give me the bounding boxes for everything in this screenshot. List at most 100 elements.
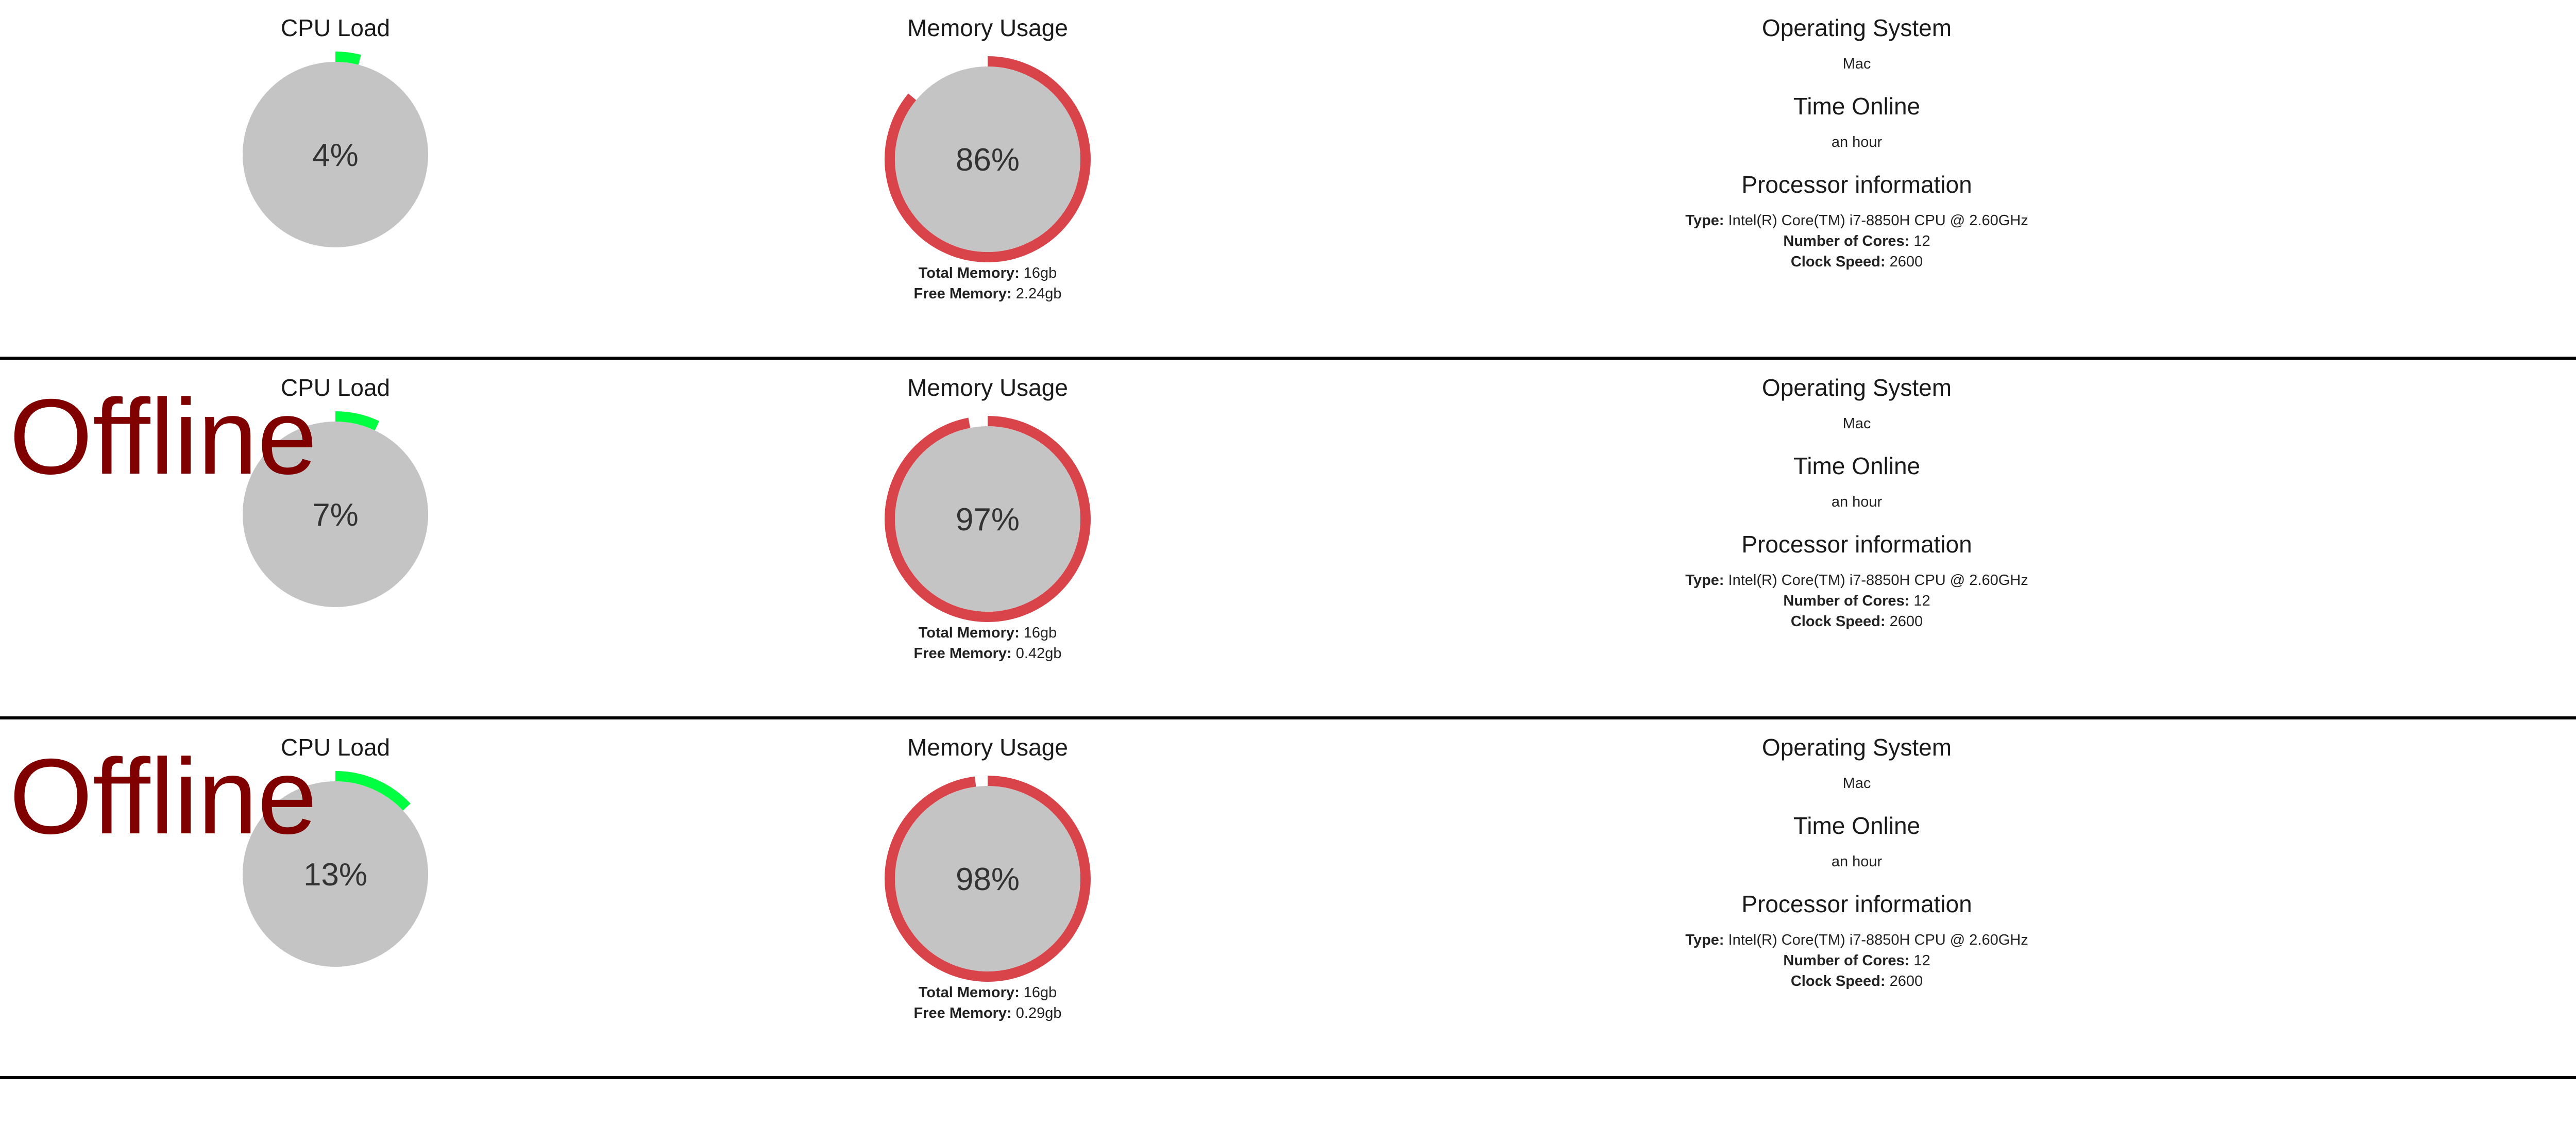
machine-panel-3: CPU Load 13% Offline Memory Usage 98% To… xyxy=(0,719,2576,1079)
time-online-value: an hour xyxy=(1831,853,1883,870)
free-memory-row: Free Memory: 2.24gb xyxy=(914,283,1062,304)
offline-label: Offline xyxy=(9,377,317,497)
processor-clock-value: 2600 xyxy=(1889,613,1923,630)
processor-type-value: Intel(R) Core(TM) i7-8850H CPU @ 2.60GHz xyxy=(1728,212,2028,229)
free-memory-value: 0.42gb xyxy=(1015,645,1062,662)
processor-information-heading: Processor information xyxy=(1741,891,1972,917)
total-memory-value: 16gb xyxy=(1023,265,1057,281)
machine-panel-2: CPU Load 7% Offline Memory Usage 97% Tot… xyxy=(0,360,2576,719)
processor-info: Type: Intel(R) Core(TM) i7-8850H CPU @ 2… xyxy=(1685,210,2028,272)
free-memory-label: Free Memory: xyxy=(913,1005,1012,1021)
processor-type-value: Intel(R) Core(TM) i7-8850H CPU @ 2.60GHz xyxy=(1728,572,2028,589)
processor-information-heading: Processor information xyxy=(1741,171,1972,198)
processor-type-label: Type: xyxy=(1685,572,1724,589)
memory-usage-gauge: 86% xyxy=(885,56,1091,262)
processor-clock-label: Clock Speed: xyxy=(1790,973,1886,990)
total-memory-label: Total Memory: xyxy=(918,625,1020,641)
time-online-heading: Time Online xyxy=(1793,452,1921,479)
total-memory-value: 16gb xyxy=(1023,984,1057,1001)
processor-type-row: Type: Intel(R) Core(TM) i7-8850H CPU @ 2… xyxy=(1685,210,2028,231)
cpu-load-value: 4% xyxy=(312,138,359,173)
operating-system-heading: Operating System xyxy=(1761,14,1952,41)
processor-clock-row: Clock Speed: 2600 xyxy=(1685,971,2028,992)
processor-clock-value: 2600 xyxy=(1889,254,1923,270)
operating-system-value: Mac xyxy=(1842,415,1871,432)
processor-cores-value: 12 xyxy=(1913,952,1930,969)
cpu-load-gauge: 4% xyxy=(232,52,438,258)
memory-usage-gauge: 98% xyxy=(885,776,1091,982)
processor-information-heading: Processor information xyxy=(1741,531,1972,558)
memory-usage-heading: Memory Usage xyxy=(907,734,1068,761)
processor-type-label: Type: xyxy=(1685,932,1724,948)
free-memory-row: Free Memory: 0.42gb xyxy=(914,643,1062,664)
total-memory-row: Total Memory: 16gb xyxy=(914,982,1062,1003)
processor-type-label: Type: xyxy=(1685,212,1724,229)
cpu-gauge-background xyxy=(243,781,428,967)
memory-gauge-background xyxy=(895,786,1080,971)
processor-cores-value: 12 xyxy=(1913,593,1930,609)
memory-usage-heading: Memory Usage xyxy=(907,374,1068,401)
memory-usage-value: 98% xyxy=(956,862,1020,897)
memory-usage-value: 86% xyxy=(956,142,1020,178)
processor-cores-row: Number of Cores: 12 xyxy=(1685,591,2028,611)
memory-gauge-background xyxy=(895,426,1080,612)
time-online-value: an hour xyxy=(1831,134,1883,150)
processor-type-value: Intel(R) Core(TM) i7-8850H CPU @ 2.60GHz xyxy=(1728,932,2028,948)
total-memory-row: Total Memory: 16gb xyxy=(914,263,1062,283)
total-memory-value: 16gb xyxy=(1023,625,1057,641)
memory-info: Total Memory: 16gb Free Memory: 0.42gb xyxy=(914,623,1062,664)
processor-type-row: Type: Intel(R) Core(TM) i7-8850H CPU @ 2… xyxy=(1685,570,2028,591)
processor-clock-row: Clock Speed: 2600 xyxy=(1685,611,2028,632)
memory-usage-value: 97% xyxy=(956,502,1020,538)
cpu-load-gauge: 13% xyxy=(232,771,438,977)
processor-clock-value: 2600 xyxy=(1889,973,1923,990)
total-memory-label: Total Memory: xyxy=(918,984,1020,1001)
processor-cores-value: 12 xyxy=(1913,233,1930,249)
machine-panel-1: CPU Load 4% Memory Usage 86% Total Memor… xyxy=(0,0,2576,360)
free-memory-value: 0.29gb xyxy=(1015,1005,1062,1021)
cpu-gauge-arc xyxy=(335,52,361,65)
operating-system-heading: Operating System xyxy=(1761,734,1952,761)
memory-usage-gauge: 97% xyxy=(885,416,1091,622)
cpu-gauge-background xyxy=(243,62,428,247)
cpu-gauge-arc xyxy=(335,771,411,811)
cpu-gauge-arc xyxy=(335,411,380,431)
cpu-load-gauge: 7% xyxy=(232,411,438,617)
processor-cores-label: Number of Cores: xyxy=(1783,233,1910,249)
time-online-heading: Time Online xyxy=(1793,812,1921,839)
processor-cores-row: Number of Cores: 12 xyxy=(1685,231,2028,252)
offline-label: Offline xyxy=(9,737,317,857)
memory-usage-heading: Memory Usage xyxy=(907,14,1068,41)
free-memory-row: Free Memory: 0.29gb xyxy=(914,1003,1062,1024)
memory-gauge-arc xyxy=(885,776,1091,982)
processor-clock-row: Clock Speed: 2600 xyxy=(1685,252,2028,272)
operating-system-value: Mac xyxy=(1842,56,1871,72)
processor-cores-row: Number of Cores: 12 xyxy=(1685,950,2028,971)
cpu-gauge-background xyxy=(243,422,428,607)
processor-cores-label: Number of Cores: xyxy=(1783,952,1910,969)
time-online-heading: Time Online xyxy=(1793,93,1921,120)
free-memory-label: Free Memory: xyxy=(913,645,1012,662)
total-memory-row: Total Memory: 16gb xyxy=(914,623,1062,643)
memory-info: Total Memory: 16gb Free Memory: 2.24gb xyxy=(914,263,1062,304)
processor-clock-label: Clock Speed: xyxy=(1790,254,1886,270)
memory-info: Total Memory: 16gb Free Memory: 0.29gb xyxy=(914,982,1062,1024)
cpu-load-value: 13% xyxy=(303,857,367,893)
operating-system-value: Mac xyxy=(1842,775,1871,792)
processor-cores-label: Number of Cores: xyxy=(1783,593,1910,609)
memory-gauge-arc xyxy=(885,56,1091,262)
processor-info: Type: Intel(R) Core(TM) i7-8850H CPU @ 2… xyxy=(1685,570,2028,632)
time-online-value: an hour xyxy=(1831,494,1883,510)
cpu-load-value: 7% xyxy=(312,497,359,533)
processor-info: Type: Intel(R) Core(TM) i7-8850H CPU @ 2… xyxy=(1685,930,2028,992)
cpu-load-heading: CPU Load xyxy=(280,14,391,41)
processor-type-row: Type: Intel(R) Core(TM) i7-8850H CPU @ 2… xyxy=(1685,930,2028,950)
free-memory-label: Free Memory: xyxy=(913,286,1012,302)
cpu-load-heading: CPU Load xyxy=(280,374,391,401)
free-memory-value: 2.24gb xyxy=(1015,286,1062,302)
processor-clock-label: Clock Speed: xyxy=(1790,613,1886,630)
total-memory-label: Total Memory: xyxy=(918,265,1020,281)
memory-gauge-arc xyxy=(885,416,1091,622)
memory-gauge-background xyxy=(895,66,1080,252)
